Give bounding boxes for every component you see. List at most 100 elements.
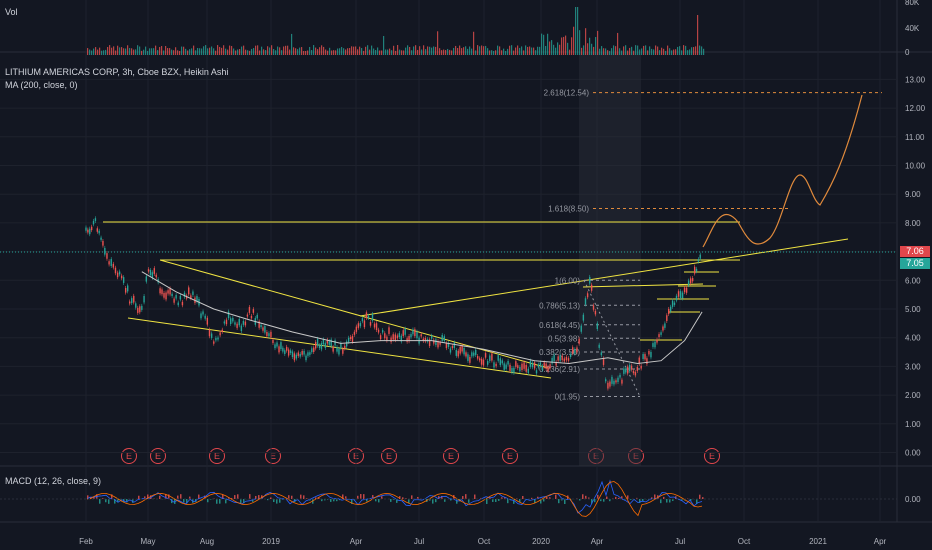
macd-histogram-bar (438, 496, 440, 499)
candle-body (561, 355, 563, 361)
candle-body (355, 326, 358, 332)
volume-bar (389, 48, 391, 55)
volume-bar (465, 46, 467, 55)
candle-body (204, 315, 206, 319)
time-axis-label: Oct (478, 537, 491, 546)
candle-body (232, 317, 234, 322)
candle-body (431, 335, 433, 339)
volume-bar (429, 46, 431, 55)
candle-body (225, 319, 228, 325)
macd-histogram-bar (357, 495, 359, 499)
volume-bar (267, 46, 269, 55)
candle-body (365, 312, 368, 319)
macd-histogram-bar (486, 499, 488, 504)
earnings-marker[interactable]: E (121, 448, 137, 464)
volume-bar (177, 50, 179, 55)
macd-histogram-bar (282, 499, 284, 500)
candle-body (572, 347, 574, 354)
volume-bar (129, 48, 131, 55)
volume-bar (97, 49, 99, 55)
volume-bar (345, 49, 347, 55)
volume-bar (287, 45, 289, 55)
macd-histogram-bar (450, 499, 452, 501)
macd-histogram-bar (501, 497, 503, 499)
earnings-marker[interactable]: E (443, 448, 459, 464)
candle-body (153, 268, 156, 274)
fib-level-label: 1(6.00) (555, 276, 581, 285)
macd-histogram-bar (198, 494, 200, 499)
candle-body (287, 349, 290, 356)
volume-bar (221, 47, 223, 55)
macd-histogram-bar (249, 494, 251, 499)
candle-body (118, 271, 121, 275)
candle-body (192, 291, 194, 295)
volume-bar (455, 45, 457, 55)
macd-histogram-bar (468, 499, 470, 503)
price-axis-label: 6.00 (905, 276, 921, 285)
candle-body (221, 329, 223, 332)
candle-body (669, 306, 672, 312)
macd-histogram-bar (237, 494, 239, 499)
volume-bar (131, 48, 133, 55)
macd-histogram-bar (117, 499, 119, 503)
volume-bar (205, 45, 207, 55)
candle-body (646, 358, 648, 365)
earnings-marker[interactable]: E (150, 448, 166, 464)
volume-bar (595, 37, 597, 55)
earnings-marker[interactable]: E (209, 448, 225, 464)
macd-histogram-bar (177, 495, 179, 499)
candle-body (447, 343, 450, 347)
candle-body (693, 266, 696, 274)
candle-body (137, 307, 139, 313)
volume-bar (645, 45, 647, 55)
candle-body (539, 362, 542, 366)
candle-body (394, 334, 396, 341)
candle-body (497, 355, 499, 361)
candle-body (318, 345, 321, 348)
earnings-marker[interactable]: E (588, 448, 604, 464)
earnings-marker[interactable]: E (704, 448, 720, 464)
volume-bar (149, 48, 151, 55)
macd-histogram-bar (393, 499, 395, 501)
macd-histogram-bar (699, 494, 701, 499)
volume-bar (359, 46, 361, 55)
macd-histogram-bar (561, 499, 563, 501)
macd-histogram-bar (669, 499, 671, 503)
volume-bar (261, 46, 263, 55)
volume-bar (173, 50, 175, 55)
candle-body (230, 318, 232, 324)
volume-bar (449, 49, 451, 55)
volume-bar (447, 48, 449, 55)
candle-body (457, 350, 459, 357)
fib-level-label: 1.618(8.50) (548, 205, 589, 214)
volume-bar (253, 48, 255, 55)
fib-level-label: 0.5(3.98) (548, 334, 580, 343)
candle-body (167, 290, 169, 294)
volume-axis-label: 0 (905, 48, 910, 57)
candle-body (533, 362, 536, 369)
volume-bar (597, 30, 599, 55)
macd-histogram-bar (615, 496, 617, 499)
candle-body (592, 305, 595, 310)
macd-histogram-bar (183, 499, 185, 503)
candle-body (307, 352, 309, 356)
candle-body (124, 288, 127, 293)
earnings-marker[interactable]: E (628, 448, 644, 464)
earnings-marker[interactable]: E (381, 448, 397, 464)
candle-body (392, 334, 394, 340)
earnings-marker[interactable]: E (265, 448, 281, 464)
volume-bar (361, 48, 363, 55)
candle-body (147, 269, 150, 272)
macd-histogram-bar (318, 497, 320, 499)
volume-bar (207, 48, 209, 55)
candle-body (473, 352, 475, 356)
earnings-marker[interactable]: E (502, 448, 518, 464)
candle-body (441, 334, 443, 342)
candle-body (215, 337, 217, 341)
macd-histogram-bar (216, 499, 218, 504)
volume-bar (351, 46, 353, 55)
volume-bar (411, 50, 413, 55)
candle-body (234, 322, 236, 325)
candle-body (410, 334, 412, 338)
